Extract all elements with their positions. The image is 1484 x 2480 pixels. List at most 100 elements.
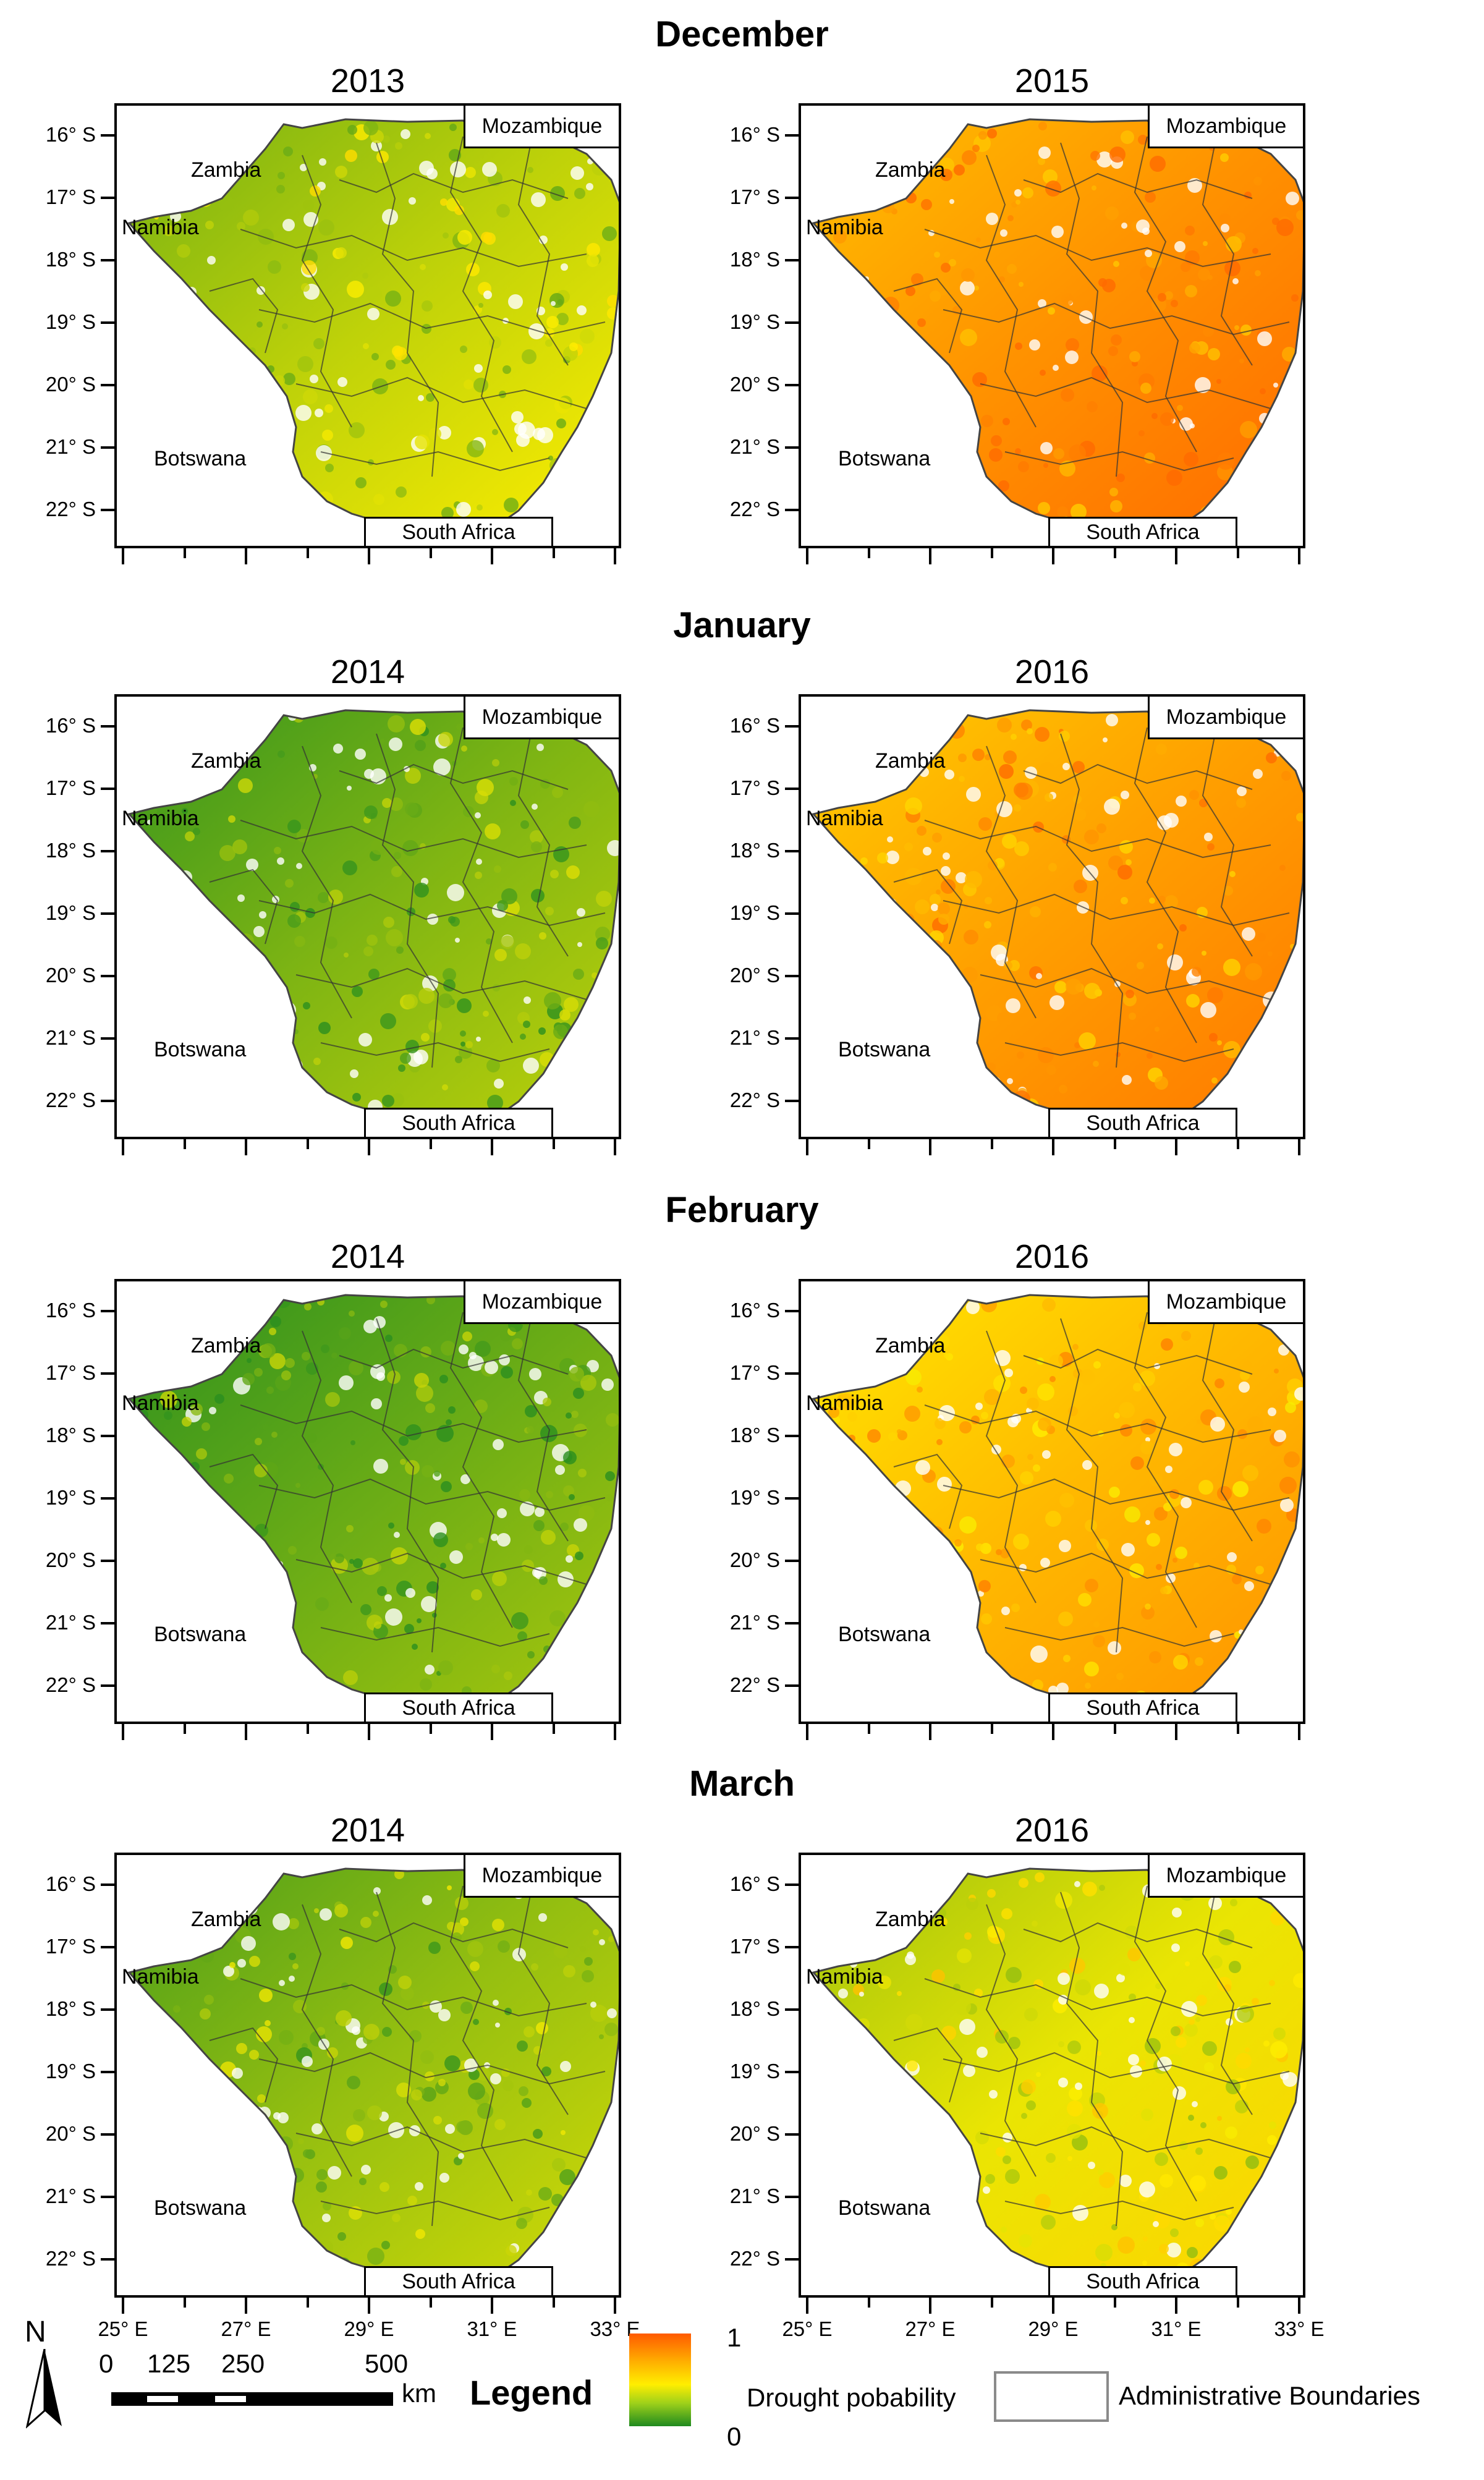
lon-tick [1236, 1724, 1239, 1734]
legend-title: Legend [470, 2373, 593, 2412]
place-label-mozambique: Mozambique [464, 1855, 619, 1898]
lon-tick [552, 548, 555, 558]
lon-tick [614, 548, 616, 564]
north-arrow-icon [26, 2349, 62, 2429]
lon-tick [429, 2298, 432, 2308]
lon-tick [1175, 1724, 1177, 1740]
lat-tick-label: 21° S [729, 435, 780, 458]
lat-tick [101, 509, 114, 511]
lon-tick [806, 2298, 808, 2314]
place-label-namibia: Namibia [806, 216, 883, 239]
lat-tick-label: 19° S [729, 2060, 780, 2083]
lon-tick [1113, 2298, 1116, 2308]
scale-bar [111, 2392, 393, 2406]
lon-tick [183, 548, 186, 558]
month-title-february: February [665, 1190, 819, 1230]
scale-unit: km [402, 2379, 436, 2408]
lat-tick-label: 16° S [45, 1872, 96, 1895]
lat-tick-label: 22° S [45, 1089, 96, 1111]
place-label-zambia: Zambia [875, 749, 946, 773]
lon-tick [1175, 2298, 1177, 2314]
lat-tick-label: 19° S [45, 2060, 96, 2083]
lat-tick-label: 17° S [45, 1935, 96, 1958]
lon-tick [429, 548, 432, 558]
legend-min-label: 0 [727, 2422, 742, 2451]
lat-tick [101, 2008, 114, 2011]
lon-tick-label: 29° E [344, 2317, 394, 2340]
lon-tick [491, 2298, 493, 2314]
lon-tick [929, 1139, 931, 1155]
lat-tick-label: 18° S [45, 248, 96, 271]
map-panel: Zambia Namibia Botswana Mozambique South Afr… [114, 1279, 621, 1724]
lat-tick-label: 19° S [729, 1486, 780, 1509]
lat-tick [785, 912, 799, 915]
lat-tick-label: 22° S [729, 1673, 780, 1696]
lon-tick [1236, 1139, 1239, 1149]
lon-tick [1298, 1139, 1300, 1155]
place-label-zambia: Zambia [875, 1908, 946, 1931]
lon-tick [614, 1724, 616, 1740]
lat-tick [785, 2258, 799, 2261]
lat-tick [101, 1372, 114, 1375]
lon-tick [806, 1724, 808, 1740]
lat-tick-label: 18° S [45, 1997, 96, 2020]
lon-tick [491, 548, 493, 564]
lat-tick [785, 384, 799, 386]
lat-tick-label: 17° S [45, 776, 96, 799]
lon-tick [1298, 2298, 1300, 2314]
lon-tick [306, 548, 309, 558]
lon-tick [183, 2298, 186, 2308]
map-panel: Zambia Namibia Botswana Mozambique South Afr… [799, 694, 1305, 1139]
lon-tick-label: 31° E [467, 2317, 517, 2340]
place-label-zambia: Zambia [191, 1908, 261, 1931]
lat-tick [101, 1497, 114, 1500]
lat-tick-label: 16° S [729, 1299, 780, 1322]
lon-tick [806, 1139, 808, 1155]
zimbabwe-drought-map [812, 118, 1303, 541]
legend-max-label: 1 [727, 2323, 742, 2352]
lat-tick [101, 2071, 114, 2073]
lat-tick-label: 22° S [729, 1089, 780, 1111]
lon-tick [867, 2298, 870, 2308]
lat-tick [785, 788, 799, 790]
place-label-namibia: Namibia [122, 1965, 199, 1989]
lon-tick [245, 1724, 247, 1740]
lat-tick-label: 18° S [45, 1424, 96, 1446]
place-label-zambia: Zambia [191, 749, 261, 773]
lat-tick [785, 1560, 799, 1562]
lat-tick-label: 19° S [45, 901, 96, 924]
lon-tick [1298, 548, 1300, 564]
lat-tick [785, 1946, 799, 1948]
zimbabwe-drought-map [812, 1867, 1303, 2290]
lon-tick [552, 2298, 555, 2308]
lat-tick-label: 19° S [729, 901, 780, 924]
lat-tick-label: 20° S [45, 373, 96, 396]
place-label-namibia: Namibia [806, 807, 883, 830]
place-label-zambia: Zambia [875, 1334, 946, 1357]
lon-tick [990, 1724, 993, 1734]
lat-tick-label: 21° S [45, 1611, 96, 1634]
lat-tick [785, 1100, 799, 1102]
place-label-botswana: Botswana [154, 1038, 247, 1061]
zimbabwe-drought-map [812, 1294, 1303, 1717]
lon-tick [990, 2298, 993, 2308]
year-label: 2016 [1014, 653, 1090, 690]
lon-tick [1052, 1139, 1054, 1155]
lat-tick [785, 509, 799, 511]
zimbabwe-drought-map [127, 1294, 619, 1717]
lon-tick-label: 33° E [1274, 2317, 1325, 2340]
lat-tick-label: 17° S [729, 776, 780, 799]
lat-tick-label: 19° S [45, 310, 96, 333]
lat-tick-label: 17° S [45, 185, 96, 208]
place-label-botswana: Botswana [154, 2196, 247, 2220]
lon-tick [867, 1724, 870, 1734]
lat-tick-label: 20° S [45, 1548, 96, 1571]
legend-boundary-swatch [994, 2371, 1109, 2422]
lat-tick [101, 1560, 114, 1562]
lat-tick-label: 20° S [45, 964, 96, 987]
lon-tick [245, 1139, 247, 1155]
map-panel: Zambia Namibia Botswana Mozambique South Afr… [114, 1853, 621, 2298]
place-label-south-africa: South Africa [364, 2266, 553, 2295]
legend-drought-label: Drought pobability [747, 2383, 956, 2412]
lat-tick-label: 17° S [729, 1361, 780, 1384]
